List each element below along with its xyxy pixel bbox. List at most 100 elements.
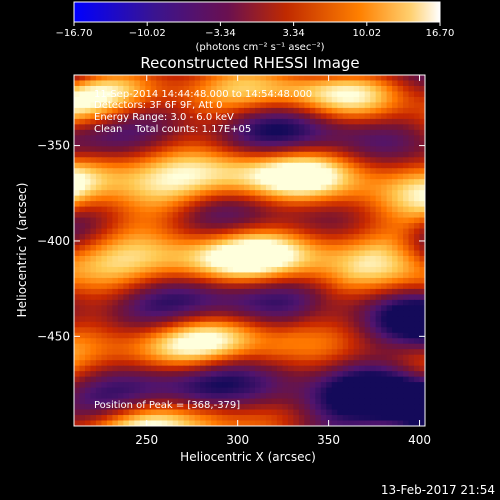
heatmap-cell — [227, 365, 234, 372]
heatmap-cell — [298, 118, 305, 125]
heatmap-cell — [211, 294, 218, 301]
heatmap-cell — [342, 118, 349, 125]
heatmap-cell — [309, 310, 316, 317]
heatmap-cell — [304, 277, 311, 284]
heatmap-cell — [216, 190, 223, 197]
heatmap-cell — [227, 102, 234, 109]
heatmap-cell — [84, 135, 92, 142]
heatmap-cell — [95, 107, 103, 114]
heatmap-cell — [309, 354, 316, 361]
heatmap-cell — [84, 146, 92, 153]
heatmap-cell — [161, 75, 168, 82]
heatmap-cell — [194, 184, 201, 191]
heatmap-cell — [156, 212, 163, 219]
heatmap-cell — [117, 354, 124, 361]
heatmap-cell — [309, 277, 316, 284]
heatmap-cell — [222, 420, 229, 426]
heatmap-cell — [156, 96, 163, 104]
heatmap-cell — [304, 113, 311, 120]
heatmap-cell — [392, 151, 399, 158]
heatmap-cell — [320, 223, 327, 230]
heatmap-cell — [386, 135, 393, 142]
annotation-block: 11-Sep-2014 14:44:48.000 to 14:54:48.000… — [94, 89, 312, 411]
heatmap-cell — [106, 398, 113, 405]
heatmap-cell — [315, 162, 322, 169]
heatmap-cell — [392, 327, 399, 334]
heatmap-cell — [95, 157, 103, 164]
heatmap-cell — [216, 118, 223, 125]
heatmap-cell — [326, 239, 333, 246]
heatmap-cell — [419, 277, 425, 284]
heatmap-cell — [331, 201, 338, 208]
heatmap-cell — [74, 107, 81, 114]
heatmap-cell — [238, 332, 245, 339]
heatmap-cell — [156, 245, 163, 252]
heatmap-cell — [79, 371, 86, 378]
heatmap-cell — [222, 404, 229, 411]
heatmap-cell — [309, 409, 316, 416]
heatmap-cell — [134, 85, 141, 93]
heatmap-cell — [238, 85, 245, 93]
heatmap-cell — [359, 107, 366, 114]
heatmap-cell — [150, 146, 157, 153]
y-tick-label: −350 — [37, 139, 70, 153]
heatmap-cell — [134, 245, 141, 252]
heatmap-cell — [183, 365, 190, 372]
heatmap-cell — [106, 409, 113, 416]
heatmap-cell — [84, 118, 92, 125]
heatmap-cell — [260, 305, 267, 312]
heatmap-cell — [233, 283, 240, 290]
heatmap-cell — [167, 212, 174, 219]
heatmap-cell — [101, 184, 108, 191]
heatmap-cell — [364, 332, 371, 339]
heatmap-cell — [298, 195, 305, 202]
heatmap-cell — [189, 382, 196, 389]
heatmap-cell — [403, 415, 410, 422]
heatmap-cell — [348, 162, 355, 169]
heatmap-cell — [287, 365, 294, 372]
heatmap-cell — [271, 124, 278, 131]
heatmap-cell — [370, 277, 377, 284]
heatmap-cell — [79, 107, 86, 114]
heatmap-cell — [370, 382, 377, 389]
heatmap-cell — [90, 321, 97, 328]
heatmap-cell — [392, 310, 399, 317]
heatmap-cell — [172, 398, 179, 405]
heatmap-cell — [106, 140, 113, 147]
heatmap-cell — [112, 382, 119, 389]
heatmap-cell — [123, 91, 130, 98]
heatmap-cell — [112, 80, 119, 87]
heatmap-cell — [403, 343, 410, 350]
heatmap-cell — [408, 173, 415, 180]
heatmap-cell — [74, 124, 81, 131]
heatmap-cell — [112, 343, 119, 350]
heatmap-cell — [342, 354, 349, 361]
heatmap-cell — [381, 277, 388, 284]
heatmap-cell — [331, 157, 338, 164]
heatmap-cell — [74, 217, 81, 224]
heatmap-cell — [156, 239, 163, 246]
heatmap-cell — [254, 146, 262, 153]
heatmap-cell — [271, 173, 278, 180]
heatmap-cell — [353, 316, 360, 323]
heatmap-cell — [79, 365, 86, 372]
heatmap-cell — [172, 190, 179, 197]
heatmap-cell — [150, 255, 157, 263]
heatmap-cell — [205, 332, 212, 339]
heatmap-cell — [216, 129, 223, 136]
heatmap-cell — [254, 299, 262, 306]
heatmap-cell — [265, 376, 273, 383]
heatmap-cell — [309, 294, 316, 301]
heatmap-cell — [276, 168, 283, 175]
heatmap-cell — [205, 299, 212, 306]
heatmap-cell — [74, 365, 81, 372]
heatmap-cell — [106, 135, 113, 142]
heatmap-cell — [189, 190, 196, 197]
heatmap-cell — [392, 107, 399, 114]
heatmap-cell — [222, 85, 229, 93]
heatmap-cell — [397, 151, 404, 158]
heatmap-cell — [90, 85, 97, 93]
heatmap-cell — [90, 157, 97, 164]
heatmap-cell — [117, 316, 124, 323]
heatmap-cell — [156, 398, 163, 405]
